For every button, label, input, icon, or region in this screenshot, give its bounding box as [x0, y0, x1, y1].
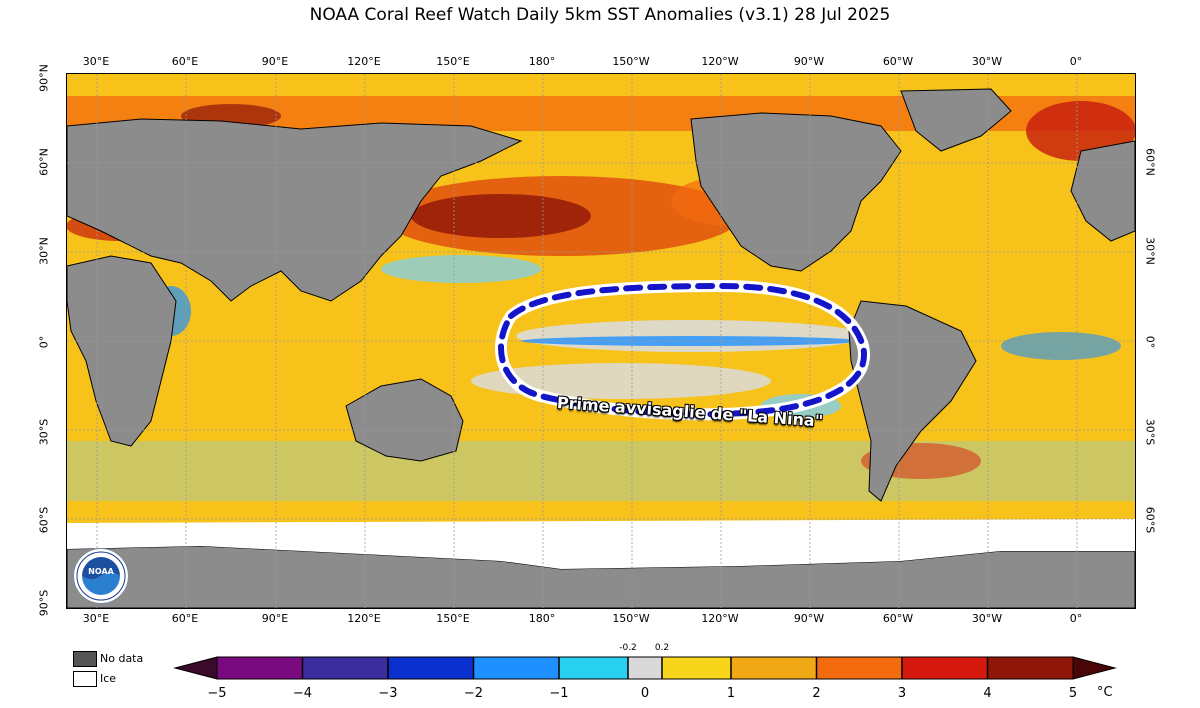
- lat-label: 0°: [37, 335, 51, 349]
- north-america: [690, 112, 902, 272]
- lon-label: 60°E: [171, 612, 199, 625]
- cb-tick-label: −1: [549, 686, 569, 701]
- lat-label: 30°N: [37, 237, 51, 265]
- graticule: [67, 74, 1135, 608]
- cb-seg-pos1: [662, 657, 731, 679]
- lon-label: 180°: [528, 612, 556, 625]
- lat-label: 60°N: [37, 148, 51, 176]
- cb-tick-label: 5: [1068, 686, 1078, 701]
- atlantic-cool: [1001, 332, 1121, 360]
- lon-label: 30°E: [82, 612, 110, 625]
- south-pacific-neutral: [471, 363, 771, 399]
- cb-tick-label: −3: [378, 686, 398, 701]
- no-data-swatch: [73, 651, 97, 667]
- lat-label: 30°N: [1143, 237, 1157, 265]
- cb-tick-label: −2: [463, 686, 484, 701]
- lat-label: 30°S: [37, 418, 51, 446]
- cb-seg-neg4: [302, 657, 388, 679]
- cb-seg-pos2: [731, 657, 817, 679]
- cb-tick-label: 0: [640, 686, 650, 701]
- lon-label: 0°: [1069, 612, 1083, 625]
- lon-label: 0°: [1069, 55, 1083, 68]
- colorbar-right-arrow: [1072, 656, 1117, 680]
- cb-tick-label: 2: [812, 686, 821, 701]
- lat-label: 0°: [1143, 335, 1157, 349]
- lon-label: 150°W: [612, 612, 650, 625]
- cb-seg-neutral: [628, 657, 662, 679]
- colorbar-unit: °C: [1097, 685, 1113, 700]
- noaa-logo-graphic: NOAA: [76, 551, 126, 601]
- lon-label: 60°W: [882, 55, 914, 68]
- lon-label: 90°E: [261, 612, 289, 625]
- sea-ice-south: [67, 519, 1135, 569]
- australia: [345, 378, 464, 462]
- lat-label: 60°S: [1143, 506, 1157, 534]
- south-america: [848, 300, 977, 502]
- lon-label: 120°E: [347, 55, 381, 68]
- cb-tick-label: −4: [292, 686, 313, 701]
- africa: [67, 255, 177, 447]
- colorbar-ticks: [301, 657, 989, 679]
- cb-seg-pos3: [816, 657, 902, 679]
- lon-label: 120°W: [701, 55, 739, 68]
- lon-label: 150°E: [436, 612, 470, 625]
- lon-label: 60°W: [882, 612, 914, 625]
- europe: [1070, 140, 1135, 242]
- lat-label: 90°S: [37, 589, 51, 617]
- lon-label: 120°E: [347, 612, 381, 625]
- sst-anomaly-map: [66, 73, 1136, 609]
- cb-small-tick: -0.2: [619, 643, 637, 653]
- land: [67, 88, 1135, 608]
- lon-label: 30°E: [82, 55, 110, 68]
- cb-seg-neg2: [473, 657, 559, 679]
- lon-label: 120°W: [701, 612, 739, 625]
- ice-label: Ice: [100, 672, 117, 685]
- lat-label: 90°N: [37, 64, 51, 92]
- ice-swatch: [73, 671, 97, 687]
- noaa-logo-text: NOAA: [88, 567, 114, 576]
- southern-ocean-mixed: [67, 441, 1135, 501]
- north-pacific-heatwave-core: [411, 194, 591, 238]
- colorbar-left-arrow: [173, 656, 218, 680]
- lat-label: 30°S: [1143, 418, 1157, 446]
- lon-label: 150°W: [612, 55, 650, 68]
- lon-label: 180°: [528, 55, 556, 68]
- annotation-ring: [498, 282, 868, 418]
- lon-label: 90°W: [793, 55, 825, 68]
- cb-seg-neg1: [559, 657, 628, 679]
- lon-label: 90°W: [793, 612, 825, 625]
- noaa-logo: NOAA: [73, 548, 129, 604]
- cb-seg-pos5: [987, 657, 1073, 679]
- cb-tick-label: 4: [983, 686, 992, 701]
- colorbar-outline: [216, 656, 1074, 680]
- cb-tick-label: 1: [726, 686, 736, 701]
- lon-label: 150°E: [436, 55, 470, 68]
- map-title: NOAA Coral Reef Watch Daily 5km SST Anom…: [309, 5, 891, 25]
- no-data-label: No data: [100, 652, 144, 665]
- greenland: [900, 88, 1012, 152]
- subtropical-cool: [381, 255, 541, 283]
- lon-label: 90°E: [261, 55, 289, 68]
- cb-seg-neg5: [217, 657, 303, 679]
- lon-label: 30°W: [971, 612, 1003, 625]
- cb-tick-label: −5: [207, 686, 227, 701]
- lon-label: 30°W: [971, 55, 1003, 68]
- map-svg: [67, 74, 1135, 608]
- cb-seg-neg3: [388, 657, 474, 679]
- cb-seg-pos4: [902, 657, 988, 679]
- lat-label: 60°S: [37, 506, 51, 534]
- lat-label: 60°N: [1143, 148, 1157, 176]
- cb-tick-label: 3: [897, 686, 907, 701]
- lon-label: 60°E: [171, 55, 199, 68]
- eurasia: [67, 118, 523, 302]
- cb-small-tick: 0.2: [654, 643, 670, 653]
